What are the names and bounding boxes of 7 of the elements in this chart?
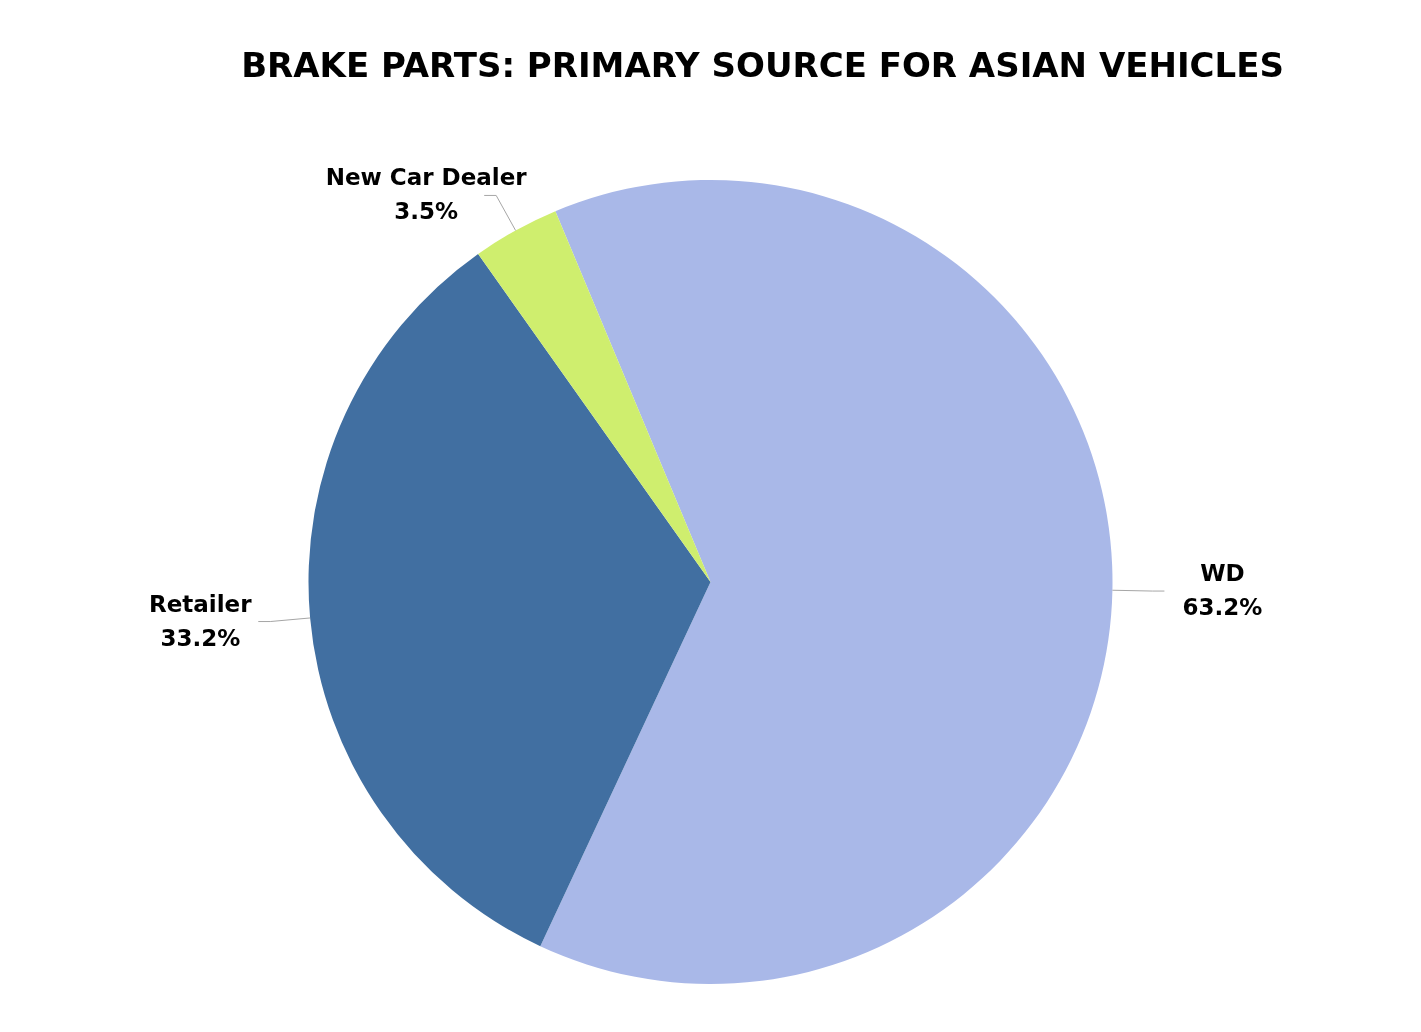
data-label: 63.2%	[1182, 594, 1263, 621]
slice-label: Retailer	[149, 590, 253, 617]
slice-label: New Car Dealer	[325, 164, 528, 191]
slice-label: WD	[1200, 560, 1245, 587]
data-label: 33.2%	[160, 624, 241, 651]
data-label: 3.5%	[394, 198, 459, 225]
chart-title: BRAKE PARTS: PRIMARY SOURCE FOR ASIAN VEHICLES	[241, 44, 1284, 85]
